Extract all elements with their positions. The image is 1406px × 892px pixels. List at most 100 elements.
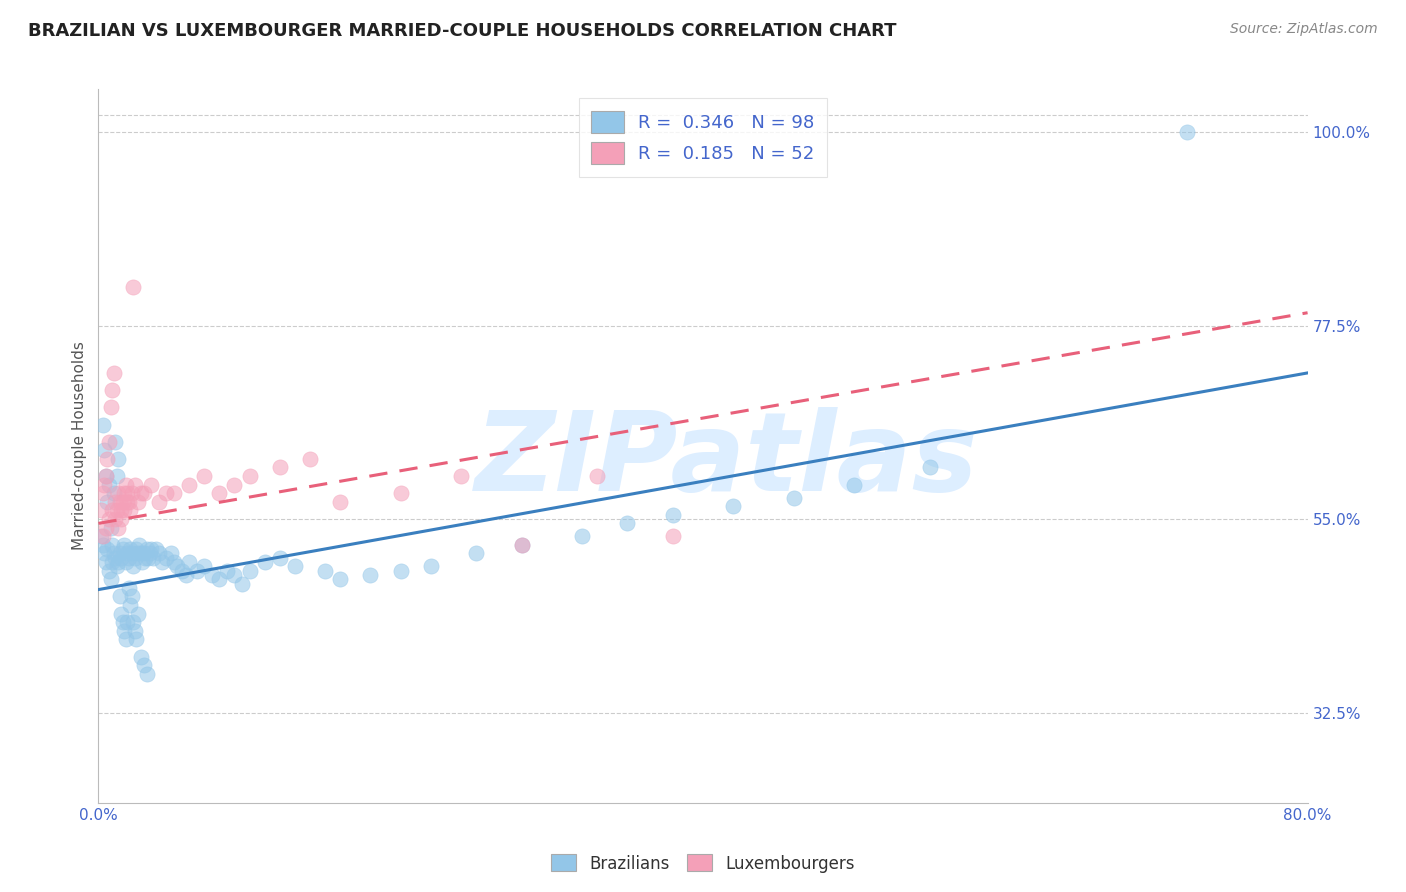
Point (96, 451, 118, 466)
Point (155, 550, 177, 565)
Point (145, 542, 167, 557)
Point (124, 624, 146, 638)
Point (208, 486, 231, 500)
Point (90, 503, 112, 517)
Point (166, 559, 188, 574)
Point (132, 546, 155, 560)
Point (314, 564, 336, 578)
Point (215, 564, 238, 578)
Point (586, 469, 609, 483)
Text: ZIPatlas: ZIPatlas (475, 407, 979, 514)
Point (253, 555, 276, 569)
Point (723, 499, 745, 513)
Point (91, 417, 114, 432)
Point (108, 495, 131, 509)
Point (112, 503, 135, 517)
Point (114, 477, 136, 491)
Point (148, 546, 170, 560)
Legend: Brazilians, Luxembourgers: Brazilians, Luxembourgers (544, 847, 862, 880)
Point (125, 542, 148, 557)
Point (163, 486, 186, 500)
Point (186, 564, 208, 578)
Point (389, 564, 412, 578)
Point (107, 486, 129, 500)
Point (98, 512, 121, 526)
Point (179, 477, 201, 491)
Point (129, 546, 152, 560)
Point (112, 624, 135, 638)
Y-axis label: Married-couple Households: Married-couple Households (72, 342, 87, 550)
Point (120, 503, 142, 517)
Point (201, 568, 224, 582)
Point (127, 546, 149, 560)
Point (510, 538, 533, 552)
Point (101, 538, 124, 552)
Point (284, 559, 307, 574)
Point (193, 559, 215, 574)
Point (101, 503, 124, 517)
Point (105, 503, 128, 517)
Point (329, 495, 352, 509)
Point (107, 521, 129, 535)
Point (122, 280, 145, 294)
Point (94, 469, 117, 483)
Point (661, 508, 683, 522)
Point (1175, 125, 1198, 139)
Point (193, 469, 215, 483)
Point (125, 632, 148, 647)
Point (127, 495, 149, 509)
Point (107, 555, 129, 569)
Point (389, 486, 412, 500)
Point (103, 546, 125, 560)
Text: Source: ZipAtlas.com: Source: ZipAtlas.com (1230, 22, 1378, 37)
Point (129, 486, 152, 500)
Point (121, 546, 143, 560)
Point (104, 495, 127, 509)
Point (141, 477, 163, 491)
Point (108, 590, 131, 604)
Point (100, 572, 122, 586)
Point (124, 550, 146, 565)
Point (98, 564, 121, 578)
Point (105, 559, 128, 574)
Point (90, 529, 112, 543)
Point (148, 495, 170, 509)
Point (115, 486, 138, 500)
Point (616, 516, 638, 531)
Point (103, 366, 125, 380)
Point (239, 564, 262, 578)
Point (269, 460, 291, 475)
Point (134, 550, 156, 565)
Point (115, 495, 138, 509)
Point (110, 550, 132, 565)
Point (510, 538, 533, 552)
Point (104, 512, 127, 526)
Point (136, 550, 159, 565)
Point (131, 555, 153, 569)
Point (98, 477, 121, 491)
Point (110, 512, 132, 526)
Point (121, 590, 143, 604)
Point (329, 572, 352, 586)
Point (108, 546, 131, 560)
Point (132, 486, 155, 500)
Point (661, 529, 683, 543)
Point (139, 546, 162, 560)
Point (465, 546, 488, 560)
Point (118, 581, 141, 595)
Point (783, 491, 806, 505)
Point (94, 555, 117, 569)
Point (179, 555, 201, 569)
Point (224, 477, 246, 491)
Point (91, 529, 114, 543)
Point (208, 572, 231, 586)
Point (94, 469, 117, 483)
Point (115, 546, 138, 560)
Point (142, 550, 165, 565)
Point (100, 521, 122, 535)
Point (128, 538, 150, 552)
Point (160, 546, 183, 560)
Point (121, 486, 143, 500)
Point (155, 486, 177, 500)
Point (450, 469, 472, 483)
